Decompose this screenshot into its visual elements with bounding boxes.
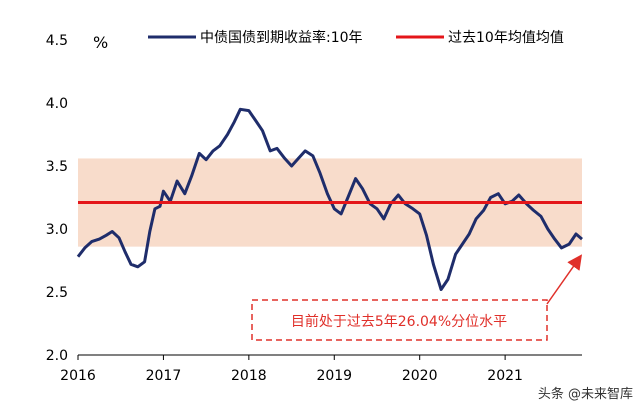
legend-label-yield: 中债国债到期收益率:10年 bbox=[200, 29, 363, 46]
percentile-annotation: 目前处于过去5年26.04%分位水平 bbox=[251, 254, 583, 341]
annotation-box bbox=[251, 299, 548, 341]
y-tick-label: 2.5 bbox=[46, 285, 68, 301]
annotation-text: 目前处于过去5年26.04%分位水平 bbox=[291, 313, 507, 330]
unit-label: % bbox=[93, 33, 108, 52]
x-tick-label: 2020 bbox=[402, 368, 438, 384]
x-tick-label: 2017 bbox=[146, 368, 182, 384]
x-tick-label: 2019 bbox=[316, 368, 352, 384]
y-tick-label: 4.5 bbox=[46, 33, 68, 49]
x-tick-label: 2018 bbox=[231, 368, 267, 384]
y-tick-label: 2.0 bbox=[46, 348, 68, 364]
x-tick-label: 2021 bbox=[487, 368, 523, 384]
y-tick-label: 3.0 bbox=[46, 222, 68, 238]
watermark: 头条 @未来智库 bbox=[538, 386, 633, 402]
legend-label-mean: 过去10年均值均值 bbox=[448, 30, 564, 46]
y-tick-label: 3.5 bbox=[46, 159, 68, 175]
y-tick-label: 4.0 bbox=[46, 96, 68, 112]
x-tick-label: 2016 bbox=[60, 368, 96, 384]
legend: 中债国债到期收益率:10年 过去10年均值均值 bbox=[148, 29, 564, 46]
yield-series-line bbox=[76, 107, 583, 291]
annotation-arrow bbox=[546, 254, 583, 305]
